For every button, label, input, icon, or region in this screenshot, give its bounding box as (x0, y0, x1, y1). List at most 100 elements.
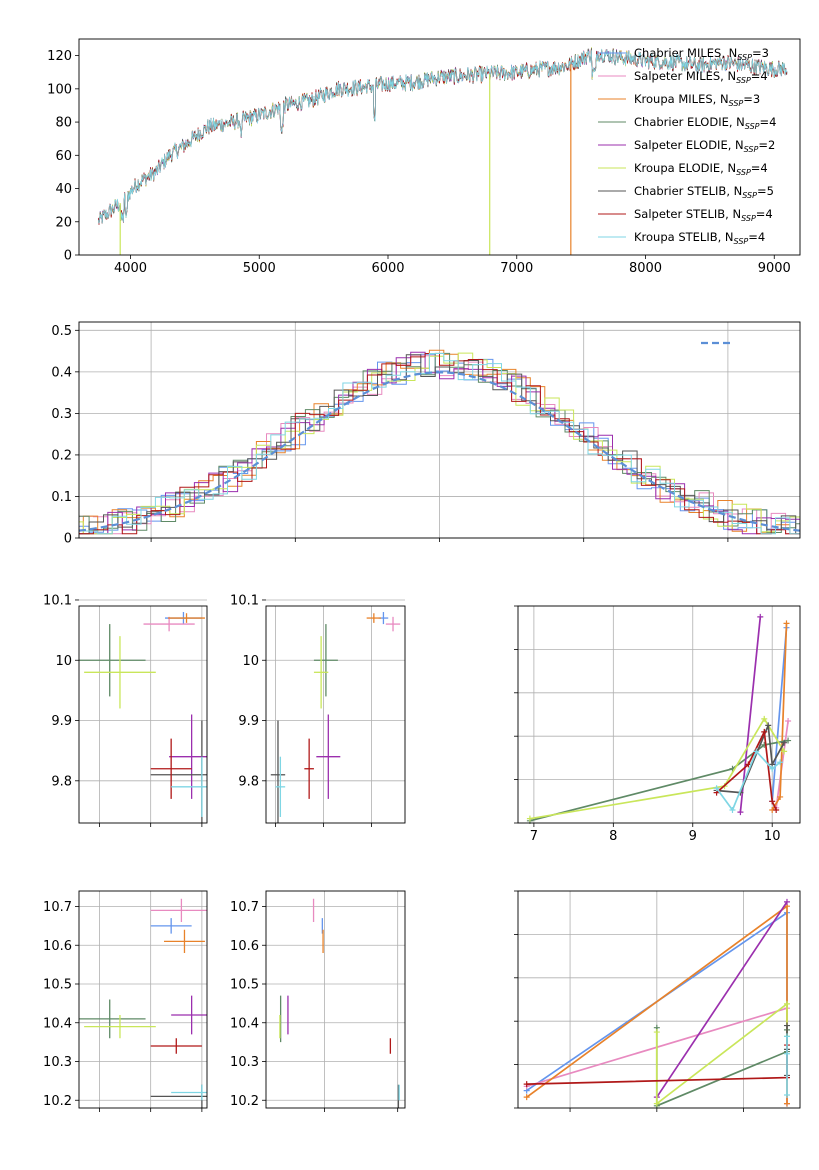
errorbar-kroupa_miles (168, 613, 205, 623)
legend-label-subscript: SSP (741, 214, 756, 223)
legend-label-prefix: Kroupa STELIB, N (634, 230, 734, 244)
weight-marker (773, 806, 780, 813)
legend-label-suffix: =4 (751, 161, 768, 175)
weight-marker (769, 798, 776, 805)
axes-frame (517, 605, 801, 824)
y-tick-label: 9.9 (238, 714, 259, 729)
legend-label-suffix: =4 (751, 69, 768, 83)
errorbar-salpeter_stelib (304, 738, 314, 799)
errorbar-chabrier_miles (150, 918, 192, 934)
x-tick-label: 7000 (500, 261, 533, 276)
weight-marker (753, 748, 760, 755)
weight-marker (523, 1081, 530, 1088)
weight-marker (761, 728, 768, 735)
weight-marker (785, 718, 792, 725)
errorbar-chabrier_elodie (313, 624, 338, 697)
weight-marker (757, 613, 764, 620)
x-tick-label: 10 (764, 829, 781, 844)
weight-marker (777, 793, 784, 800)
errorbar-kroupa_miles (163, 929, 205, 953)
legend-label-prefix: Salpeter STELIB, N (634, 207, 741, 221)
y-tick-label: 120 (47, 49, 72, 64)
y-tick-label: 10.2 (43, 1094, 72, 1109)
errorbar-salpeter_miles (385, 616, 401, 632)
legend-label-suffix: =4 (748, 230, 765, 244)
age_vs_Z-panel: 9.8 9.9 10 10.1 (43, 593, 208, 827)
weight-marker (783, 1050, 790, 1057)
y-tick-label: 10.5 (43, 978, 72, 993)
legend-label-prefix: Salpeter MILES, N (634, 69, 736, 83)
legend-label-prefix: Kroupa ELODIE, N (634, 161, 736, 175)
y-tick-label: 0 (64, 249, 72, 264)
legend-label-suffix: =4 (756, 207, 773, 221)
mass_vs_Z-panel: 10.2 10.3 10.4 10.5 10.6 10.7 (43, 890, 208, 1112)
weight-marker (783, 1000, 790, 1007)
y-tick-label: 20 (55, 215, 72, 230)
y-tick-label: 10 (55, 654, 72, 669)
age_vs_mass-panel: 9.8 9.9 10 10.1 (230, 593, 406, 827)
errorbar-chabrier_elodie (79, 624, 146, 697)
axes-frame (78, 890, 208, 1109)
y-tick-label: 10.4 (230, 1016, 259, 1031)
weight_vs_Z-panel (514, 890, 801, 1112)
x-tick-label: 8 (609, 829, 617, 844)
errorbar-salpeter_stelib (150, 1038, 202, 1054)
axes-frame (265, 605, 406, 824)
x-tick-label: 7 (530, 829, 538, 844)
errorbar-salpeter_stelib (150, 738, 192, 799)
y-tick-label: 10.3 (230, 1055, 259, 1070)
x-tick-label: 4000 (114, 261, 147, 276)
legend-label-subscript: SSP (742, 191, 757, 200)
legend-label: Salpeter ELODIE, NSSP=2 (634, 138, 775, 154)
weight-marker (785, 737, 792, 744)
x-tick-label: 6000 (371, 261, 404, 276)
weight-marker (783, 1100, 790, 1107)
legend-label-suffix: =3 (752, 46, 769, 60)
legend-label-suffix: =4 (760, 115, 777, 129)
weight-line-chabrier_miles (771, 627, 788, 802)
y-tick-label: 9.8 (238, 774, 259, 789)
weight-marker (783, 898, 790, 905)
weight-marker (713, 785, 720, 792)
weight-marker (783, 1033, 790, 1040)
errorbar-kroupa_miles (366, 613, 382, 623)
legend-label-prefix: Chabrier ELODIE, N (634, 115, 745, 129)
x-tick-label: 9000 (758, 261, 791, 276)
axes-frame (265, 890, 406, 1109)
legend-label-suffix: =5 (757, 184, 774, 198)
y-tick-label: 10.5 (230, 978, 259, 993)
axes-frame (78, 605, 208, 824)
y-tick-label: 10.6 (43, 939, 72, 954)
y-tick-label: 80 (55, 116, 72, 131)
y-tick-label: 10 (242, 654, 259, 669)
weight-line-chabrier_elodie (529, 739, 789, 822)
legend-label-subscript: SSP (736, 168, 751, 177)
weight-marker (653, 1029, 660, 1036)
legend-label: Chabrier MILES, NSSP=3 (634, 46, 769, 62)
weight-line-salpeter_elodie (739, 616, 762, 813)
histogram-salpeter_elodie (79, 351, 800, 535)
y-tick-label: 0.3 (51, 407, 72, 422)
legend-label: Kroupa STELIB, NSSP=4 (634, 230, 765, 246)
gaussian-curve (78, 371, 801, 532)
y-tick-label: 0.1 (51, 490, 72, 505)
y-tick-label: 9.9 (51, 714, 72, 729)
weight-marker (777, 759, 784, 766)
legend-label-subscript: SSP (729, 99, 744, 108)
errorbar-salpeter_miles (150, 898, 207, 922)
legend-label-subscript: SSP (736, 76, 751, 85)
errorbar-kroupa_stelib (275, 756, 286, 817)
weight-marker (653, 1100, 660, 1107)
weight_vs_age-panel: 7 8 9 10 (514, 605, 801, 844)
legend-label-prefix: Chabrier MILES, N (634, 46, 737, 60)
weight-line-salpeter_elodie (656, 901, 788, 1098)
residuals-panel: 0 0.1 0.2 0.3 0.4 0.5 (51, 321, 801, 547)
errorbar-chabrier_elodie (79, 999, 146, 1039)
weight-marker (769, 765, 776, 772)
weight-marker (781, 739, 788, 746)
errorbar-salpeter_miles (143, 616, 195, 632)
weight-marker (761, 715, 768, 722)
